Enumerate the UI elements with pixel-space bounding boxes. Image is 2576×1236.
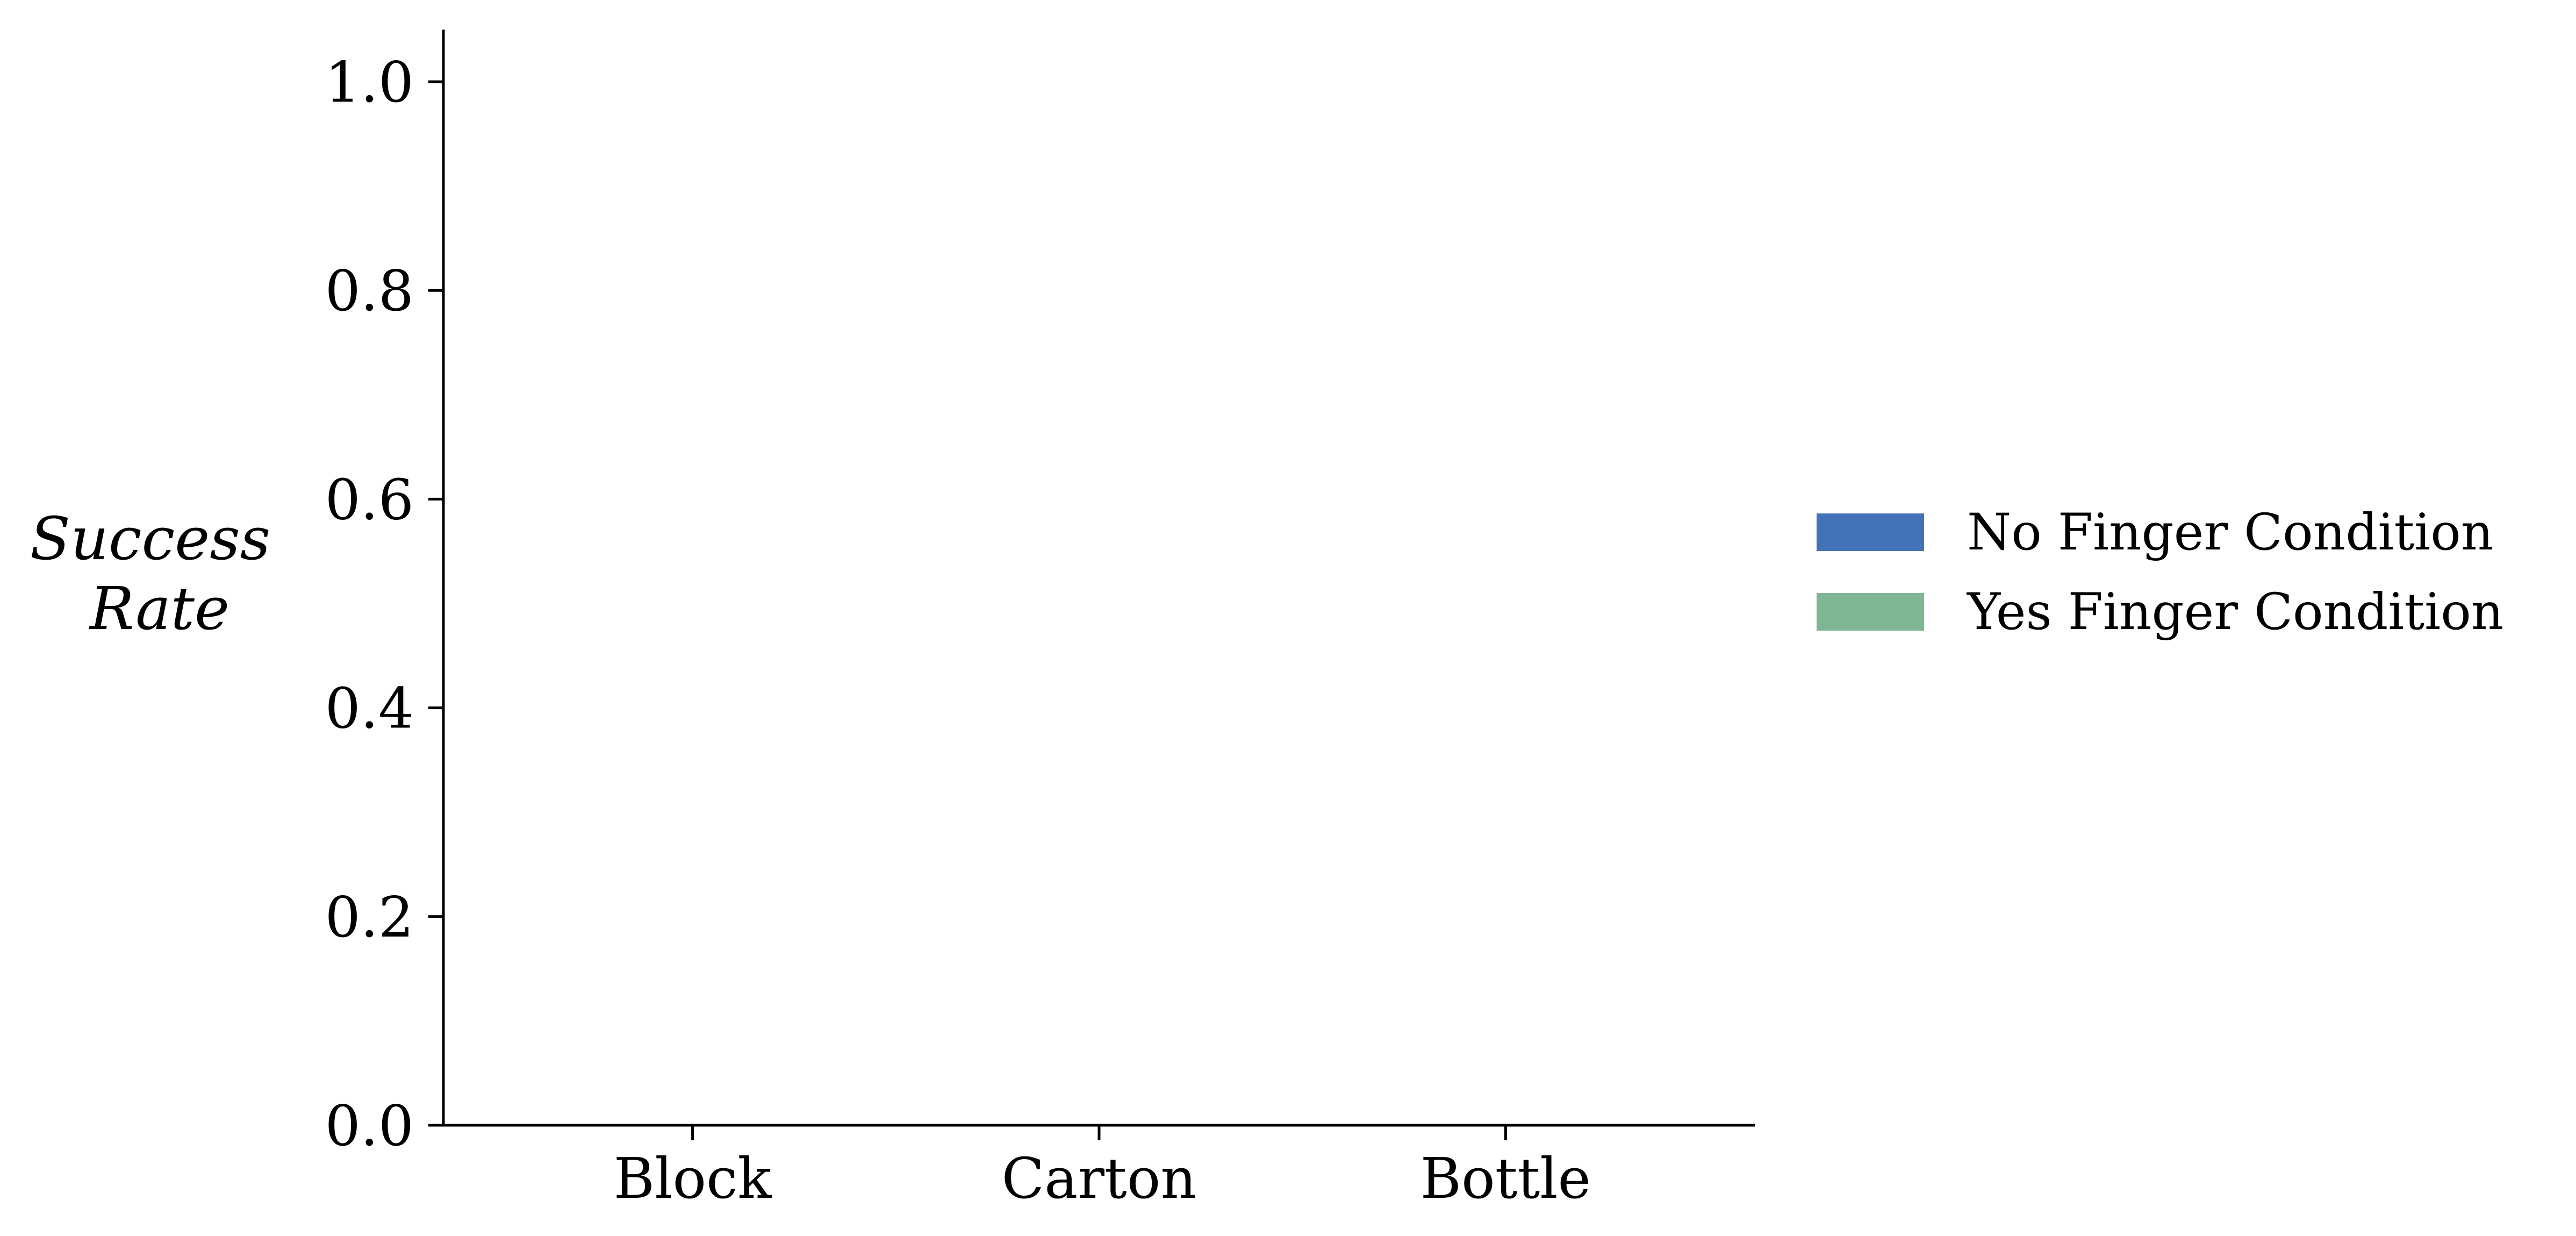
y-tick-label: 0.0: [325, 1093, 414, 1159]
y-tick-label: 0.6: [325, 467, 414, 532]
y-tick-label: 0.4: [325, 676, 414, 741]
legend-label: Yes Finger Condition: [1966, 583, 2503, 641]
y-tick-label: 1.0: [325, 49, 414, 115]
y-axis-ticks: 0.0 0.2 0.4 0.6 0.8 1.0: [325, 49, 443, 1159]
x-tick-label: Bottle: [1420, 1146, 1591, 1211]
y-axis-title-line-1: Success: [30, 504, 270, 573]
y-tick-label: 0.8: [325, 258, 414, 324]
x-tick-label: Block: [614, 1146, 772, 1211]
y-axis-title-line-2: Rate: [89, 574, 229, 643]
y-axis-title: Success Rate: [30, 504, 289, 643]
legend-swatch: [1817, 513, 1924, 551]
legend: No Finger Condition Yes Finger Condition: [1817, 503, 2503, 641]
legend-swatch: [1817, 593, 1924, 631]
legend-label: No Finger Condition: [1967, 503, 2493, 562]
y-tick-label: 0.2: [325, 884, 414, 950]
x-axis-ticks: Block Carton Bottle: [614, 1125, 1591, 1211]
x-tick-label: Carton: [1002, 1146, 1197, 1211]
